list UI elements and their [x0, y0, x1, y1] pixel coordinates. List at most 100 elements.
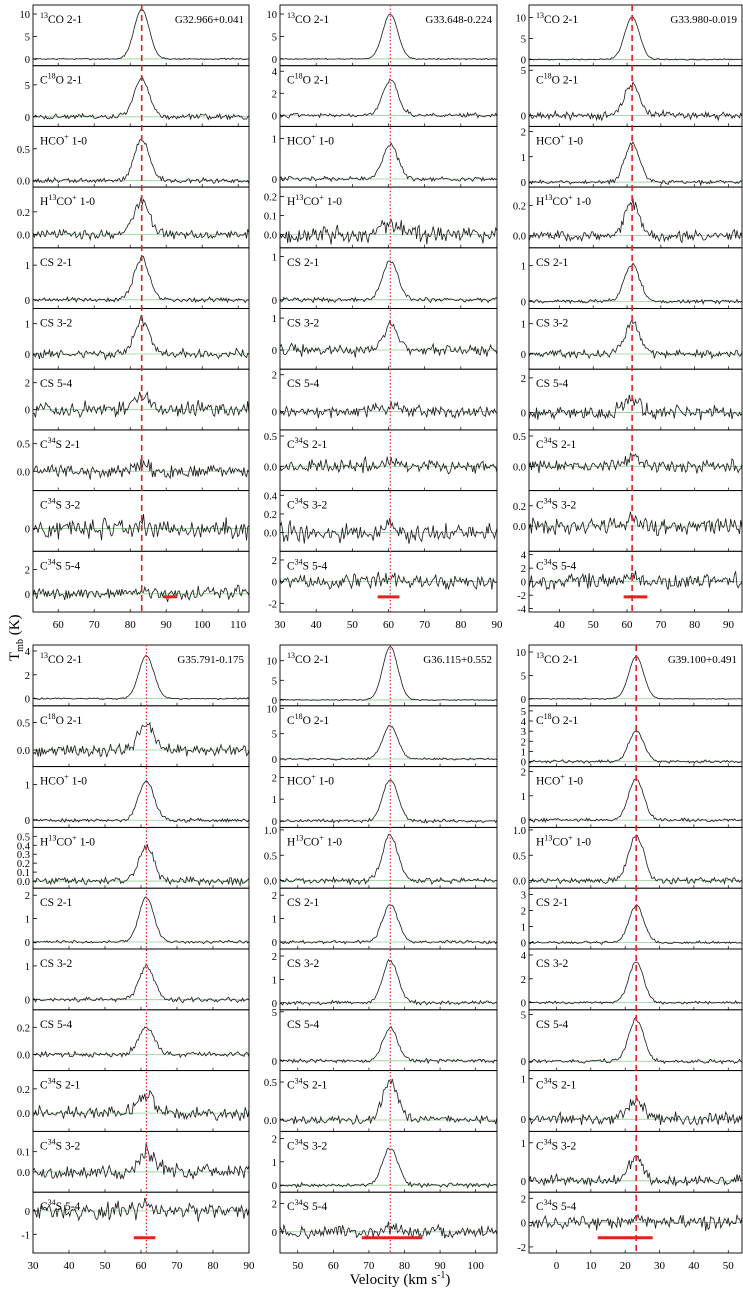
y-tick-label: 0.5 [17, 832, 30, 843]
x-axis-title: Velocity (km s-1) [300, 1270, 500, 1289]
species-label: HCO+ 1-0 [536, 132, 583, 147]
x-axis-title-exp: -1 [437, 1270, 446, 1281]
spectrum-panel: 0.0 0.2 C34S 3-2 [513, 490, 743, 552]
y-tick-label: 10 [20, 10, 31, 21]
species-label: CS 2-1 [287, 897, 320, 909]
spectrum-panel: 0 1 C34S 2-1 [521, 1070, 743, 1132]
x-tick-label: 90 [723, 619, 735, 631]
y-tick-label: 0 [521, 1057, 526, 1068]
y-tick-label: 0 [272, 755, 277, 766]
y-tick-label: 0 [272, 408, 277, 419]
spectrum-panel: -2 0 2 C34S 5-4 [517, 1191, 743, 1254]
species-label: HCO+ 1-0 [536, 773, 583, 788]
species-label: C18O 2-1 [287, 712, 329, 727]
y-tick-label: 0.3 [17, 850, 30, 861]
species-label: C34S 5-4 [536, 1198, 577, 1213]
species-label: C34S 5-4 [536, 557, 577, 572]
y-tick-label: 5 [272, 32, 277, 43]
y-tick-label: 0 [272, 938, 277, 949]
spectrum-line [528, 262, 743, 306]
y-tick-label: 1 [521, 320, 526, 331]
x-tick-label: 60 [53, 619, 65, 631]
spectrum-line [279, 319, 498, 358]
species-label: HCO+ 1-0 [40, 132, 87, 147]
spectrum-panel: 0 5 C18O 2-1 [25, 65, 250, 127]
y-tick-label: 10 [516, 14, 527, 25]
y-tick-label: 1 [25, 261, 30, 272]
y-tick-label: 1 [272, 135, 277, 146]
y-tick-label: 1 [25, 915, 30, 926]
spectrum-panel: 0.00.10.20.30.40.5 H13CO+ 1-0 [17, 826, 250, 889]
y-tick-label: 0.0 [17, 1168, 30, 1179]
spectrum-line [528, 730, 743, 764]
y-tick-label: 0.0 [513, 232, 526, 243]
y-tick-label: 5 [272, 1008, 277, 1019]
spectrum-line [279, 571, 498, 591]
x-tick-label: 80 [125, 619, 137, 631]
spectrum-line [32, 843, 250, 887]
spectrum-line [32, 1026, 250, 1059]
y-tick-label: 0.2 [264, 193, 277, 204]
spectrum-panel: 0.0 0.5 HCO+ 1-0 [17, 125, 250, 188]
spectrum-line [32, 721, 250, 758]
spectrum-line [32, 780, 250, 823]
spectrum-panel: 0.0 0.1 0.2 H13CO+ 1-0 [264, 186, 498, 249]
y-tick-label: 0.2 [264, 510, 277, 521]
species-label: C34S 2-1 [536, 436, 577, 451]
species-label: C34S 2-1 [40, 436, 81, 451]
y-tick-label: 2 [521, 975, 526, 986]
spectrum-line [528, 511, 743, 537]
y-tick-label: 0 [521, 578, 526, 589]
x-tick-label: 60 [622, 619, 634, 631]
spectrum-panel: -1 0 C34S 5-4 [21, 1191, 250, 1254]
spectrum-panel: 0 5 10 C18O 2-1 [267, 704, 498, 768]
y-tick-label: 0.2 [17, 208, 30, 219]
y-tick-label: 0.1 [17, 868, 30, 879]
y-tick-label: 2 [521, 564, 526, 575]
spectrum-panel: 0 1 2 HCO+ 1-0 [521, 766, 743, 828]
y-tick-label: 0 [521, 409, 526, 420]
y-tick-label: 0.2 [17, 1023, 30, 1034]
x-tick-label: 100 [194, 619, 211, 631]
spectrum-panel: 0 2 C34S 5-4 [25, 550, 250, 613]
spectrum-panel: 0 5 10 13CO 2-1 G32.966+0.041 [20, 4, 250, 67]
x-tick-label: 20 [620, 1260, 632, 1272]
spectrum-panel: 0 5 CS 5-4 [521, 1009, 743, 1072]
spectrum-panel: 0.0 0.5 C34S 2-1 [17, 429, 250, 492]
y-tick-label: 1 [272, 1158, 277, 1169]
y-tick-label: 0 [25, 590, 30, 601]
y-tick-label: 0.0 [264, 877, 277, 888]
x-tick-label: 30 [275, 619, 287, 631]
y-tick-label: 2 [25, 566, 30, 577]
spectrum-line [279, 725, 498, 761]
species-label: C34S 3-2 [536, 497, 577, 512]
species-label: C18O 2-1 [287, 72, 329, 87]
y-tick-label: 4 [521, 551, 527, 562]
y-tick-label: 0.0 [264, 231, 277, 242]
y-tick-label: 1 [272, 252, 277, 263]
spectrum-panel: 0.0 0.2 H13CO+ 1-0 [17, 186, 250, 249]
spectrum-line [279, 78, 498, 119]
x-tick-label: 50 [347, 619, 359, 631]
spectrum-line [528, 1096, 743, 1126]
spectrum-panel: 0 5 10 13CO 2-1 G36.115+0.552 [267, 644, 498, 707]
y-axis-title-sub: mb [15, 639, 26, 652]
source-name: G33.648-0.224 [425, 14, 492, 26]
spectrum-panel: 0 1 CS 3-2 [25, 308, 250, 370]
species-label: CS 3-2 [536, 958, 569, 970]
y-tick-label: 0.2 [513, 201, 526, 212]
x-tick-label: 50 [723, 1260, 735, 1272]
y-tick-label: 0 [521, 178, 526, 189]
y-tick-label: 1 [521, 262, 526, 273]
y-tick-label: 0.0 [17, 177, 30, 188]
y-tick-label: 0 [521, 816, 526, 827]
spectrum-panel: -2 0 2 C34S 5-4 [268, 550, 498, 613]
species-label: CS 3-2 [40, 318, 73, 330]
spectrum-panel: 0.0 0.5 C18O 2-1 [17, 705, 250, 768]
x-tick-label: 40 [554, 619, 566, 631]
y-tick-label: 0 [521, 1115, 526, 1126]
species-label: CS 5-4 [287, 1019, 320, 1031]
